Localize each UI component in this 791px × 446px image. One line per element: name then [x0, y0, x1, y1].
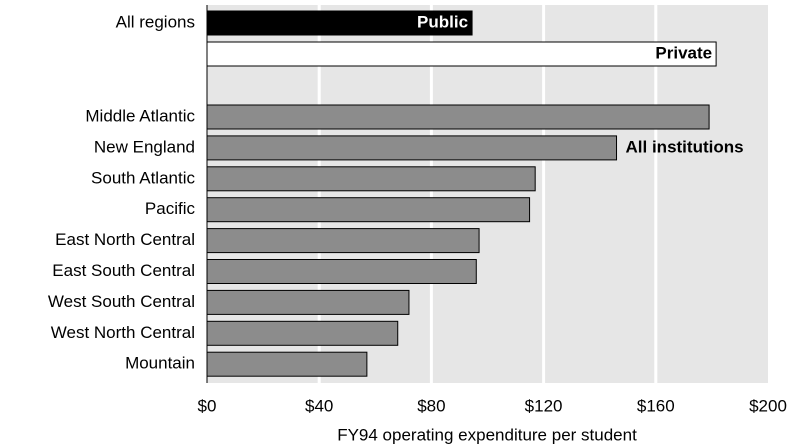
x-axis-label: FY94 operating expenditure per student	[337, 425, 637, 444]
category-label: East North Central	[55, 230, 195, 249]
bar	[206, 104, 710, 130]
category-label: South Atlantic	[91, 168, 195, 187]
bar	[206, 197, 531, 223]
bar	[206, 10, 473, 36]
x-tick-label: $200	[749, 396, 787, 415]
bar	[206, 228, 480, 254]
category-label: West North Central	[51, 323, 195, 342]
bar	[206, 351, 368, 377]
category-label: Middle Atlantic	[85, 106, 195, 125]
category-label: West South Central	[48, 292, 195, 311]
legend-label: All institutions	[626, 137, 744, 156]
bar	[206, 320, 399, 346]
plot-background	[207, 5, 768, 383]
legend-label: Public	[417, 12, 468, 31]
bar	[206, 166, 536, 192]
bar	[206, 135, 618, 161]
x-tick-label: $120	[525, 396, 563, 415]
category-label: Mountain	[125, 354, 195, 373]
legend-label: Private	[655, 43, 712, 62]
category-label: New England	[94, 137, 195, 156]
x-tick-label: $0	[198, 396, 217, 415]
category-label: East South Central	[52, 261, 195, 280]
category-label: Pacific	[145, 199, 196, 218]
x-tick-label: $40	[305, 396, 333, 415]
bar	[206, 289, 410, 315]
x-tick-label: $80	[417, 396, 445, 415]
x-tick-label: $160	[637, 396, 675, 415]
bar	[206, 259, 477, 284]
category-label: All regions	[116, 12, 195, 31]
bar	[206, 41, 717, 67]
